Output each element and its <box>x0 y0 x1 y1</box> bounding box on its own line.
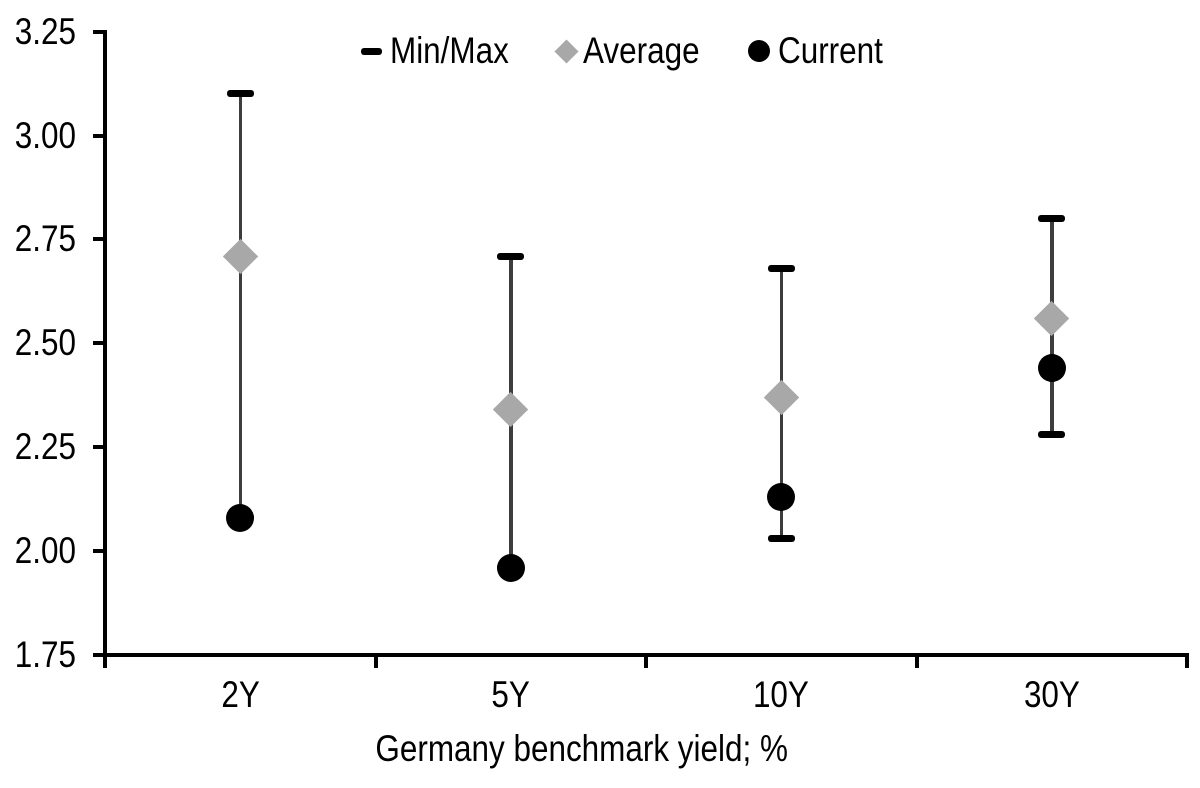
legend-label-minmax-text: Min/Max <box>390 30 509 71</box>
x-category-label-5y: 5Y <box>441 673 581 717</box>
y-axis-tick-label: 2.50 <box>0 321 76 365</box>
x-axis-title: Germany benchmark yield; % <box>182 727 982 771</box>
x-axis-title-text: Germany benchmark yield; % <box>375 728 789 769</box>
y-axis-tick-label: 1.75 <box>0 633 76 677</box>
y-axis-tick <box>93 237 103 242</box>
max-cap-2y <box>226 90 254 98</box>
y-axis-tick-label-text: 2.25 <box>14 426 76 468</box>
x-axis-tick <box>373 655 378 668</box>
average-marker-10y <box>763 379 799 415</box>
y-axis-tick-label-text: 1.75 <box>14 634 76 675</box>
x-axis-tick <box>914 655 919 668</box>
average-marker-2y <box>222 238 258 274</box>
y-axis-tick <box>93 445 103 450</box>
chart-legend: Min/Max Average Current <box>361 29 901 73</box>
y-axis-tick-label: 2.75 <box>0 217 76 261</box>
y-axis-tick-label-text: 2.00 <box>14 530 76 572</box>
y-axis-tick <box>93 133 103 138</box>
x-category-label-5y-text: 5Y <box>491 674 530 715</box>
x-category-label-10y: 10Y <box>711 673 851 717</box>
average-marker-30y <box>1034 300 1070 337</box>
legend-label-current-text: Current <box>777 30 883 71</box>
average-marker-5y <box>493 392 529 428</box>
x-axis-tick <box>103 655 107 668</box>
current-marker-30y <box>1037 354 1066 383</box>
x-axis-tick <box>1185 655 1189 668</box>
min-cap-30y <box>1038 431 1066 439</box>
min-cap-10y <box>767 535 795 543</box>
average-diamond-icon <box>554 38 579 64</box>
y-axis-tick <box>93 549 103 554</box>
x-axis-tick <box>644 655 648 668</box>
x-category-label-10y-text: 10Y <box>753 674 810 715</box>
max-cap-30y <box>1038 215 1066 223</box>
y-axis-tick <box>93 653 103 657</box>
legend-label-average: Average <box>583 29 720 73</box>
y-axis-tick-label-text: 3.25 <box>14 10 76 52</box>
x-category-label-30y: 30Y <box>982 673 1122 717</box>
y-axis-tick-label-text: 3.00 <box>14 114 76 156</box>
legend-item-current: Current <box>747 29 901 73</box>
y-axis-tick-label: 2.00 <box>0 529 76 573</box>
x-category-label-2y: 2Y <box>170 673 310 717</box>
y-axis-tick <box>93 29 103 34</box>
y-axis-tick-label: 3.00 <box>0 114 76 158</box>
current-marker-5y <box>496 553 525 582</box>
current-marker-2y <box>226 503 255 532</box>
legend-label-average-text: Average <box>582 30 700 71</box>
y-axis-tick-label-text: 2.50 <box>14 322 76 364</box>
current-circle-icon <box>747 40 770 62</box>
legend-item-minmax: Min/Max <box>361 29 530 73</box>
y-axis-tick-label-text: 2.75 <box>14 218 76 260</box>
range-line-2y <box>238 93 242 518</box>
legend-label-current: Current <box>778 29 901 73</box>
minmax-dash-icon <box>361 47 382 55</box>
current-marker-10y <box>767 483 796 512</box>
y-axis-tick <box>93 341 103 346</box>
x-category-label-30y-text: 30Y <box>1023 674 1080 715</box>
legend-label-minmax: Min/Max <box>390 29 530 73</box>
y-axis-line <box>103 29 107 657</box>
y-axis-tick-label: 3.25 <box>0 10 76 54</box>
x-category-label-2y-text: 2Y <box>221 674 260 715</box>
max-cap-10y <box>767 264 795 272</box>
y-axis-tick-label: 2.25 <box>0 425 76 469</box>
legend-item-average: Average <box>554 29 720 73</box>
max-cap-5y <box>497 252 525 260</box>
